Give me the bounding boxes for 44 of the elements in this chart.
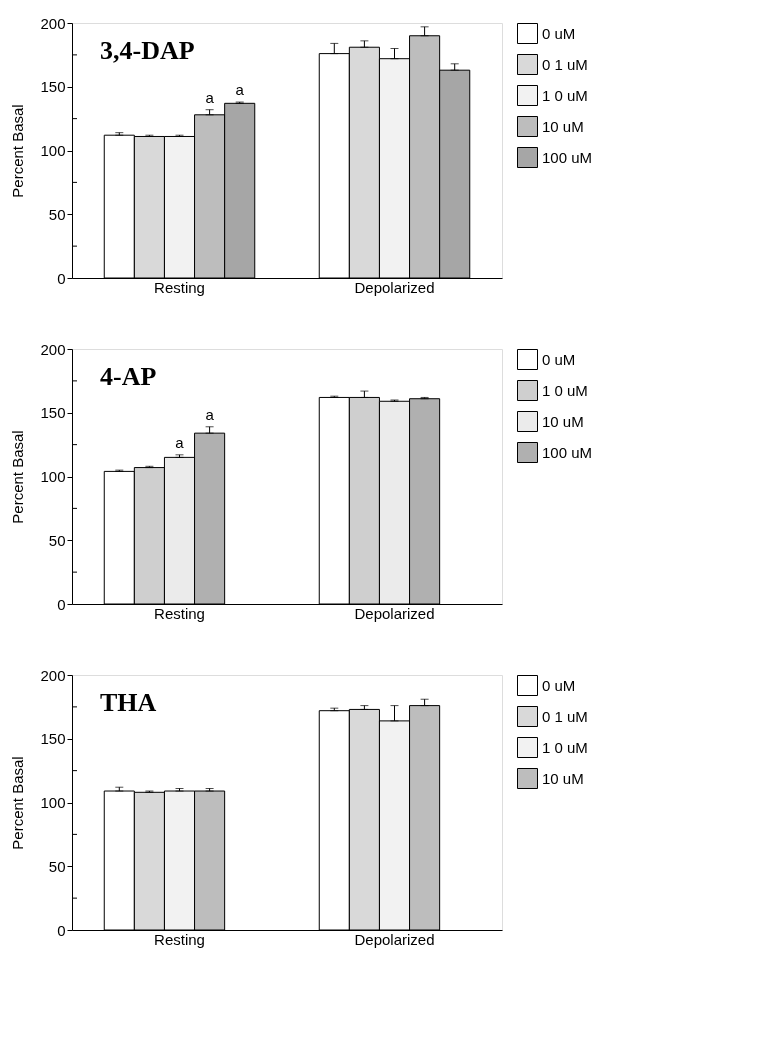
legend-label: 10 uM (542, 769, 584, 787)
y-axis-title: Percent Basal (9, 430, 27, 524)
y-tick-label: 100 (40, 794, 66, 811)
legend-label: 0 uM (542, 350, 576, 368)
y-tick-label: 50 (48, 857, 66, 875)
y-tick-label: 0 (57, 921, 66, 939)
y-tick-label: 0 (57, 595, 66, 613)
y-tick-label: 200 (40, 340, 66, 358)
legend-label: 1 0 uM (542, 86, 588, 104)
data-label: a (205, 405, 215, 423)
x-tick-label: Depolarized (354, 930, 435, 948)
x-tick-label: Resting (154, 604, 205, 622)
text: 3,4-DAP (100, 36, 195, 65)
legend-label: 100 uM (542, 443, 593, 461)
y-tick-label: 200 (40, 666, 66, 684)
y-tick-label: 50 (48, 531, 66, 549)
legend-label: 0 1 uM (542, 707, 588, 725)
legend-label: 10 uM (542, 412, 584, 430)
legend-label: 0 uM (542, 24, 576, 42)
y-tick-label: 100 (40, 142, 66, 159)
text: THA (100, 688, 157, 717)
y-axis-title: Percent Basal (9, 104, 27, 198)
y-tick-label: 150 (40, 78, 66, 96)
legend-label: 0 uM (542, 676, 576, 694)
legend-label: 10 uM (542, 117, 584, 135)
legend-label: 1 0 uM (542, 738, 588, 756)
y-tick-label: 100 (40, 468, 66, 485)
legend-label: 1 0 uM (542, 381, 588, 399)
data-label: a (235, 81, 245, 99)
x-tick-label: Resting (154, 930, 205, 948)
legend-label: 100 uM (542, 148, 593, 166)
y-tick-label: 50 (48, 205, 66, 223)
data-label: a (175, 433, 185, 451)
y-tick-label: 200 (40, 14, 66, 32)
y-tick-label: 0 (57, 269, 66, 287)
x-tick-label: Resting (154, 278, 205, 296)
y-tick-label: 150 (40, 404, 66, 422)
y-axis-title: Percent Basal (9, 756, 27, 850)
data-label: a (205, 88, 215, 106)
x-tick-label: Depolarized (354, 278, 435, 296)
x-tick-label: Depolarized (354, 604, 435, 622)
text: 4-AP (100, 362, 157, 391)
y-tick-label: 150 (40, 730, 66, 748)
legend-label: 0 1 uM (542, 55, 588, 73)
